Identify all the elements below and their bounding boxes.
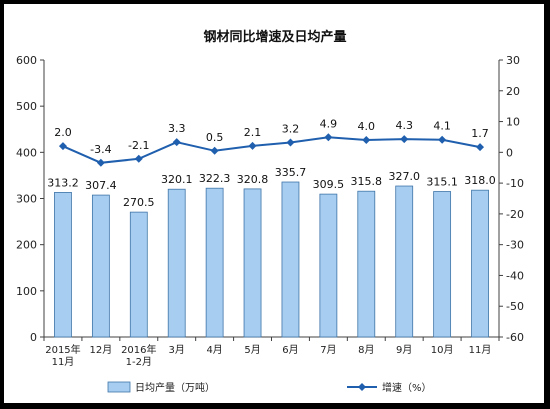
bar <box>167 188 186 338</box>
y-right-tick-label: 10 <box>506 116 520 129</box>
line-point <box>476 143 485 152</box>
line-value-label: -2.1 <box>128 139 149 152</box>
x-tick-label: 2016年 1-2月 <box>121 343 156 368</box>
line-series: 2.0 -3.4 -2.1 3.3 0.5 2.1 3.2 4.9 4.0 4.3 4.1 1.7 <box>54 117 489 167</box>
x-tick-label: 2015年 11月 <box>45 343 80 368</box>
bar <box>319 193 338 338</box>
bar <box>91 194 110 338</box>
y-left-tick-label: 300 <box>16 193 37 206</box>
legend-line-marker <box>358 383 366 391</box>
bar-value-label: 315.1 <box>426 176 458 189</box>
line-value-label: 4.3 <box>395 119 413 132</box>
line-value-label: 2.0 <box>54 126 72 139</box>
bar-value-label: 307.4 <box>85 179 117 192</box>
x-tick-label: 5月 <box>244 344 260 356</box>
y-left-tick-label: 600 <box>16 54 37 67</box>
y-right-tick-label: -10 <box>506 177 524 190</box>
x-tick-label: 3月 <box>169 344 185 356</box>
line-point <box>248 141 257 150</box>
x-tick-label: 7月 <box>320 344 336 356</box>
bar-value-label: 320.1 <box>161 173 193 186</box>
line-value-label: 4.9 <box>320 117 338 130</box>
x-axis-labels: 2015年 11月 12月 2016年 1-2月 3月 4月 5月 6月 7月 8月 9月 10月 11月 <box>45 343 491 368</box>
bar <box>471 189 489 338</box>
y-left-tick-label: 100 <box>16 285 37 298</box>
line-point <box>58 142 67 151</box>
chart-svg: 钢材同比增速及日均产量 0100200300400500600-60-50-40… <box>16 29 524 394</box>
chart-title: 钢材同比增速及日均产量 <box>203 29 346 45</box>
line-point <box>134 154 143 163</box>
line-value-label: 4.1 <box>433 120 451 133</box>
legend: 日均产量（万吨） 增速（%） <box>107 381 432 394</box>
line-point <box>324 133 333 142</box>
line-point <box>438 135 447 144</box>
x-tick-label: 11月 <box>469 344 492 356</box>
bar <box>281 181 300 338</box>
x-tick-label: 8月 <box>358 344 374 356</box>
legend-bar-label: 日均产量（万吨） <box>135 381 215 394</box>
line-value-label: 3.3 <box>168 122 186 135</box>
y-right-tick-label: 0 <box>506 146 513 159</box>
legend-line-label: 增速（%） <box>382 381 432 394</box>
line-point <box>362 136 371 145</box>
line-value-label: 4.0 <box>358 120 376 133</box>
x-tick-label: 12月 <box>90 344 113 356</box>
line-point <box>96 158 105 167</box>
y-left-tick-label: 0 <box>30 331 37 344</box>
x-tick-label: 9月 <box>396 344 412 356</box>
bar <box>395 185 414 338</box>
bar <box>433 191 452 338</box>
line-point <box>210 146 219 155</box>
bar <box>357 190 376 338</box>
y-left-tick-label: 500 <box>16 100 37 113</box>
y-right-tick-label: -20 <box>506 208 524 221</box>
line-value-label: 2.1 <box>244 126 262 139</box>
bar <box>129 211 148 338</box>
bar-series: 313.2 307.4 270.5 320.1 322.3 320.8 335.7 309.5… <box>47 166 496 338</box>
x-tick-label: 6月 <box>282 344 298 356</box>
bar-value-label: 270.5 <box>123 196 155 209</box>
y-right-tick-label: 20 <box>506 85 520 98</box>
legend-bar-swatch <box>107 381 131 393</box>
y-left-tick-label: 200 <box>16 239 37 252</box>
line-value-label: 1.7 <box>471 127 489 140</box>
bar-value-label: 313.2 <box>47 176 79 189</box>
bar-value-label: 318.0 <box>464 174 496 187</box>
chart-axes: 0 100 200 300 400 500 600 -60 -50 -40 -30 -20 -10 0 10… <box>16 54 524 344</box>
bar <box>243 188 262 338</box>
bar-value-label: 320.8 <box>237 173 269 186</box>
bar <box>54 192 72 338</box>
y-right-tick-label: -50 <box>506 300 524 313</box>
bar-value-label: 315.8 <box>351 175 383 188</box>
bar-value-label: 322.3 <box>199 172 231 185</box>
y-right-tick-label: -60 <box>506 331 524 344</box>
line-point <box>400 135 409 144</box>
line-value-label: 0.5 <box>206 131 224 144</box>
y-right-tick-label: 30 <box>506 54 520 67</box>
chart-frame: 钢材同比增速及日均产量 0 100 200 300 400 500 600 -60 -50 -40… <box>3 3 545 404</box>
line-point <box>286 138 295 147</box>
line-point <box>172 138 181 147</box>
line-value-label: -3.4 <box>90 143 111 156</box>
x-tick-label: 10月 <box>431 344 454 356</box>
bar-value-label: 327.0 <box>388 170 420 183</box>
x-tick-label: 4月 <box>206 344 222 356</box>
bar-value-label: 309.5 <box>313 178 345 191</box>
line-value-label: 3.2 <box>282 122 300 135</box>
bar <box>205 187 224 338</box>
y-left-tick-label: 400 <box>16 146 37 159</box>
bar-value-label: 335.7 <box>275 166 307 179</box>
growth-line <box>62 136 481 164</box>
y-right-tick-label: -40 <box>506 269 524 282</box>
y-right-tick-label: -30 <box>506 239 524 252</box>
